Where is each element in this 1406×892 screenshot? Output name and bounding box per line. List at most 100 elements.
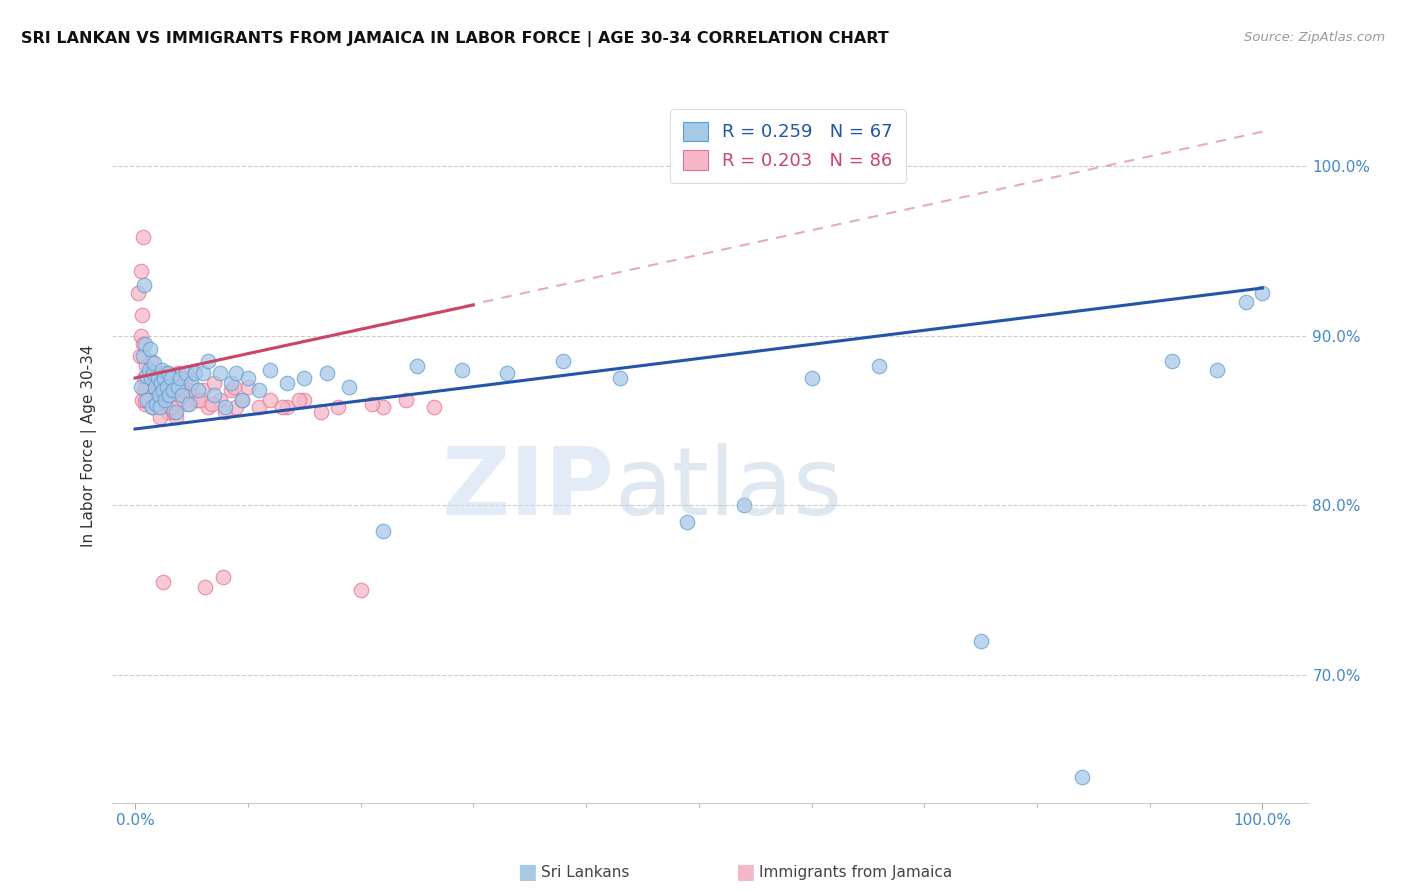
- Point: [141, 379, 163, 393]
- Point: [174, 366, 197, 380]
- Point: [132, 337, 155, 351]
- Point: [132, 383, 155, 397]
- Point: [162, 383, 184, 397]
- Point: [143, 356, 166, 370]
- Point: [212, 570, 235, 584]
- Point: [143, 379, 166, 393]
- Y-axis label: In Labor Force | Age 30-34: In Labor Force | Age 30-34: [80, 344, 97, 548]
- Point: [132, 277, 155, 292]
- Point: [148, 400, 170, 414]
- Point: [1071, 770, 1094, 784]
- Point: [169, 371, 191, 385]
- Point: [231, 393, 253, 408]
- Point: [553, 354, 575, 368]
- Point: [138, 362, 160, 376]
- Point: [179, 383, 201, 397]
- Point: [259, 362, 281, 376]
- Point: [360, 396, 382, 410]
- Point: [201, 396, 224, 410]
- Point: [202, 376, 225, 391]
- Point: [160, 400, 183, 414]
- Point: [292, 371, 315, 385]
- Point: [138, 366, 160, 380]
- Point: [1161, 354, 1184, 368]
- Point: [149, 376, 172, 391]
- Point: [153, 371, 176, 385]
- Point: [247, 383, 270, 397]
- Point: [167, 379, 190, 393]
- Point: [132, 230, 155, 244]
- Point: [225, 366, 247, 380]
- Point: [138, 342, 160, 356]
- Point: [141, 400, 163, 414]
- Point: [145, 396, 167, 410]
- Point: [160, 371, 183, 385]
- Point: [149, 400, 172, 414]
- Point: [179, 379, 201, 393]
- Point: [155, 393, 177, 408]
- Point: [129, 328, 152, 343]
- Point: [128, 349, 150, 363]
- Point: [219, 376, 242, 391]
- Point: [141, 400, 163, 414]
- Point: [197, 354, 219, 368]
- Point: [152, 574, 174, 589]
- Point: [292, 393, 315, 408]
- Text: Immigrants from Jamaica: Immigrants from Jamaica: [759, 865, 952, 880]
- Point: [136, 379, 159, 393]
- Point: [149, 366, 172, 380]
- Point: [131, 308, 153, 322]
- Point: [247, 400, 270, 414]
- Point: [156, 405, 179, 419]
- Point: [219, 383, 242, 397]
- Point: [197, 400, 219, 414]
- Point: [129, 379, 152, 393]
- Point: [160, 400, 183, 414]
- Text: Sri Lankans: Sri Lankans: [541, 865, 630, 880]
- Point: [349, 583, 371, 598]
- Point: [315, 366, 337, 380]
- Point: [676, 516, 699, 530]
- Point: [371, 400, 394, 414]
- Point: [152, 383, 174, 397]
- Point: [142, 366, 165, 380]
- Text: SRI LANKAN VS IMMIGRANTS FROM JAMAICA IN LABOR FORCE | AGE 30-34 CORRELATION CHA: SRI LANKAN VS IMMIGRANTS FROM JAMAICA IN…: [21, 31, 889, 47]
- Point: [165, 410, 187, 425]
- Point: [451, 362, 474, 376]
- Point: [143, 393, 166, 408]
- Point: [167, 393, 190, 408]
- Point: [225, 400, 247, 414]
- Point: [208, 366, 231, 380]
- Point: [163, 405, 186, 419]
- Point: [142, 371, 165, 385]
- Point: [406, 359, 429, 373]
- Point: [139, 371, 162, 385]
- Point: [733, 499, 755, 513]
- Point: [138, 388, 160, 402]
- Point: [157, 388, 180, 402]
- Text: ■: ■: [735, 863, 755, 882]
- Point: [155, 366, 177, 380]
- Point: [224, 379, 246, 393]
- Point: [153, 393, 176, 408]
- Point: [276, 400, 298, 414]
- Point: [138, 393, 160, 408]
- Point: [150, 388, 173, 402]
- Point: [184, 366, 207, 380]
- Point: [156, 366, 179, 380]
- Point: [129, 264, 152, 278]
- Point: [146, 371, 169, 385]
- Point: [186, 393, 208, 408]
- Text: ZIP: ZIP: [441, 442, 614, 535]
- Point: [135, 369, 157, 384]
- Point: [180, 376, 202, 391]
- Point: [276, 376, 298, 391]
- Point: [969, 634, 991, 648]
- Point: [134, 337, 156, 351]
- Point: [169, 388, 191, 402]
- Point: [326, 400, 349, 414]
- Text: atlas: atlas: [614, 442, 842, 535]
- Point: [236, 371, 259, 385]
- Point: [146, 379, 169, 393]
- Point: [127, 286, 149, 301]
